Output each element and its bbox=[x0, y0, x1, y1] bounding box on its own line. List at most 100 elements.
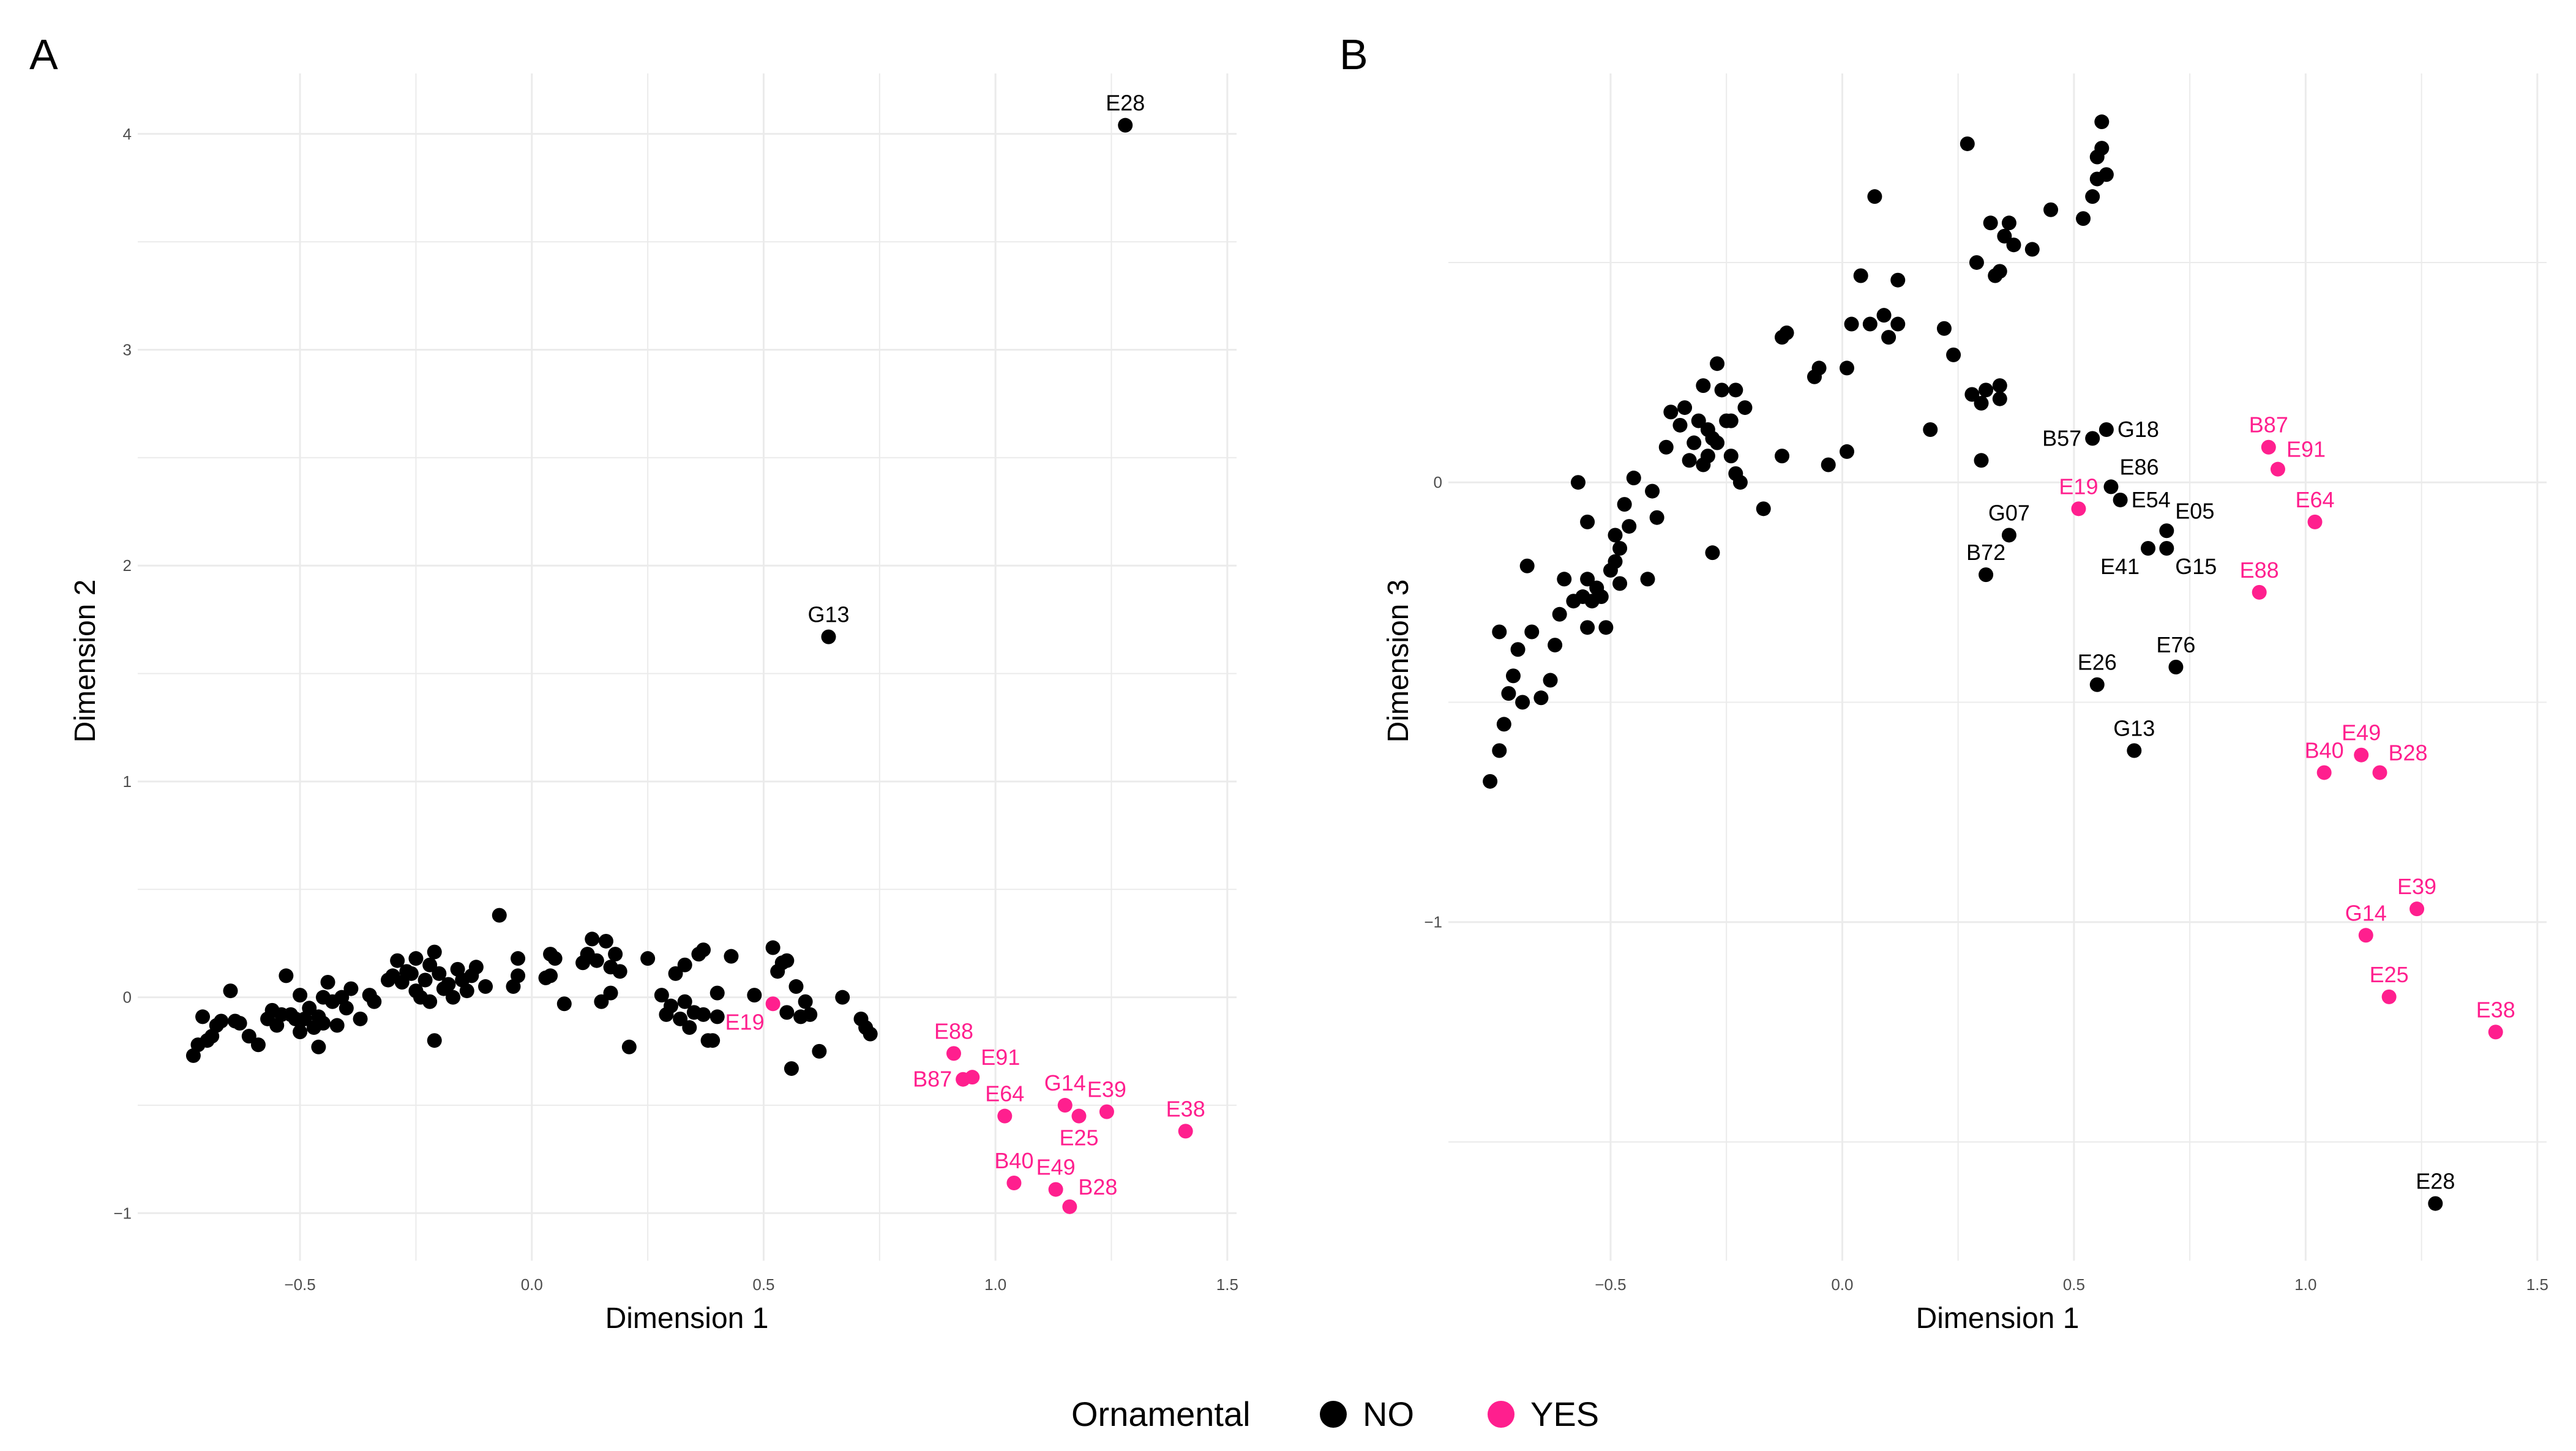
panel-a-y-tick-label: 3 bbox=[123, 340, 132, 359]
panel-a-point bbox=[765, 940, 781, 955]
panel-b-point bbox=[1501, 686, 1516, 701]
panel-a-y-tick-label: 2 bbox=[123, 556, 132, 575]
panel-b: B −0.5 0.0 0.5 1.0 1.5 −1 0 B57 G18 E86 E54 E05 G07… bbox=[1339, 31, 2548, 1335]
panel-b-point bbox=[1728, 382, 1743, 398]
panel-b-point bbox=[1964, 387, 1980, 402]
panel-a-point bbox=[195, 1009, 211, 1024]
panel-b-point-label-e28: E28 bbox=[2416, 1169, 2455, 1194]
panel-b-point bbox=[2094, 141, 2110, 156]
panel-a-point bbox=[812, 1043, 827, 1059]
panel-a-y-tick-label: 0 bbox=[123, 988, 132, 1007]
panel-a-point bbox=[696, 1007, 711, 1022]
panel-b-point bbox=[1992, 264, 2007, 279]
legend-label-yes: YES bbox=[1530, 1395, 1599, 1433]
panel-a-point-labels: E28 G13 E19 E88 B87 E91 E64 G14 E25 E39 E38 B40 E49B… bbox=[725, 91, 1205, 1199]
panel-b-point bbox=[1756, 501, 1771, 517]
panel-a-point bbox=[779, 953, 795, 968]
panel-b-point-e54 bbox=[2113, 492, 2128, 507]
panel-b-point-e26 bbox=[2089, 677, 2105, 692]
panel-a-point-label-b40: B40 bbox=[994, 1148, 1033, 1173]
panel-a-point bbox=[798, 994, 813, 1009]
panel-a-point bbox=[589, 953, 604, 968]
panel-b-point-g07 bbox=[2001, 528, 2016, 543]
panel-b-point bbox=[1612, 576, 1628, 591]
panel-b-point-label-e91: E91 bbox=[2286, 437, 2326, 462]
panel-b-point bbox=[1923, 422, 1938, 437]
panel-b-x-tick-label: 0.0 bbox=[1831, 1275, 1853, 1294]
panel-a-point bbox=[353, 1011, 368, 1026]
panel-b-point-label-e19: E19 bbox=[2059, 474, 2098, 499]
panel-label-a: A bbox=[29, 31, 58, 78]
panel-b-point bbox=[1705, 545, 1720, 561]
panel-a-point bbox=[320, 974, 335, 990]
panel-b-x-axis-title: Dimension 1 bbox=[1916, 1302, 2080, 1335]
panel-a-point bbox=[459, 983, 474, 999]
panel-b-point bbox=[1687, 435, 1702, 450]
panel-a-point bbox=[705, 1033, 721, 1048]
panel-b-point-label-g07: G07 bbox=[1988, 500, 2030, 525]
panel-b-point bbox=[2099, 167, 2114, 182]
panel-a-point-g13 bbox=[821, 629, 836, 644]
panel-a-point bbox=[696, 942, 711, 958]
panel-a-point-label-e91: E91 bbox=[981, 1045, 1020, 1070]
panel-a-point bbox=[250, 1037, 266, 1053]
panel-b-point bbox=[1533, 690, 1549, 706]
panel-b-point-label-e88: E88 bbox=[2240, 558, 2279, 583]
panel-a-x-tick-label: 0.5 bbox=[752, 1275, 774, 1294]
panel-b-point bbox=[1811, 360, 1827, 376]
panel-a-point bbox=[478, 979, 493, 994]
panel-a-point bbox=[682, 1020, 697, 1035]
panel-b-point-e28 bbox=[2428, 1196, 2443, 1211]
panel-b-point bbox=[1853, 268, 1868, 283]
panel-b-point-e88 bbox=[2252, 584, 2267, 600]
panel-a-point bbox=[724, 949, 739, 964]
panel-b-point-label-e05: E05 bbox=[2175, 498, 2214, 523]
panel-a-y-tick-label: 4 bbox=[123, 125, 132, 143]
panel-b-point bbox=[1496, 717, 1511, 732]
panel-b-point-label-e54: E54 bbox=[2132, 487, 2171, 512]
panel-b-point-e39 bbox=[2409, 901, 2425, 917]
panel-a-point bbox=[803, 1007, 818, 1022]
panel-b-point-e05 bbox=[2159, 523, 2174, 539]
panel-b-point bbox=[1663, 405, 1679, 420]
panel-b-point bbox=[2043, 202, 2059, 217]
panel-b-point bbox=[2085, 189, 2100, 204]
panel-b-point bbox=[1876, 308, 1892, 323]
panel-a-y-tick-label: 1 bbox=[123, 772, 132, 791]
panel-a-point bbox=[677, 957, 692, 972]
panel-a-point bbox=[441, 977, 456, 992]
panel-b-point-g15 bbox=[2159, 541, 2174, 556]
panel-a-point bbox=[367, 994, 382, 1009]
panel-a-point bbox=[608, 947, 623, 962]
panel-b-point bbox=[1737, 400, 1753, 416]
panel-b-point bbox=[1881, 330, 1896, 345]
panel-b-point bbox=[1974, 453, 1989, 468]
panel-b-point bbox=[1492, 743, 1507, 758]
panel-a-y-axis-title: Dimension 2 bbox=[69, 580, 102, 743]
panel-a-point bbox=[422, 994, 438, 1009]
panel-a-point bbox=[673, 1011, 688, 1026]
panel-b-point-label-e25: E25 bbox=[2370, 962, 2409, 987]
panel-b-point-label-b87: B87 bbox=[2249, 412, 2288, 438]
panel-a-point-label-e49: E49 bbox=[1036, 1155, 1076, 1180]
panel-a-point bbox=[422, 957, 438, 972]
panel-a-point-label-e64: E64 bbox=[985, 1081, 1024, 1106]
panel-b-point-label-e76: E76 bbox=[2156, 632, 2195, 657]
panel-b-point bbox=[1710, 435, 1725, 450]
panel-b-point bbox=[1775, 449, 1790, 464]
panel-b-point bbox=[1510, 642, 1526, 657]
panel-b-point-label-b72: B72 bbox=[1966, 540, 2005, 565]
panel-a-point bbox=[612, 964, 627, 979]
panel-a-point-b28 bbox=[1062, 1199, 1077, 1214]
panel-b-point-g14 bbox=[2358, 928, 2373, 943]
panel-b-point bbox=[1672, 417, 1688, 433]
panel-b-point bbox=[1483, 774, 1498, 789]
panel-a-point bbox=[594, 994, 609, 1009]
panel-a-point bbox=[863, 1026, 878, 1042]
panel-b-point bbox=[1682, 453, 1697, 468]
panel-a-point-e64 bbox=[997, 1108, 1013, 1124]
panel-b-x-tick-label: 0.5 bbox=[2063, 1275, 2085, 1294]
panel-b-x-tick-label: −0.5 bbox=[1595, 1275, 1626, 1294]
legend: Ornamental NO YES bbox=[1071, 1395, 1599, 1433]
